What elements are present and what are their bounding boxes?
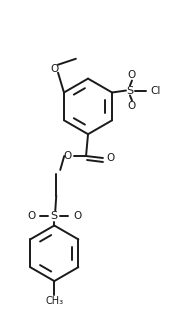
Text: O: O <box>50 64 58 74</box>
Text: Cl: Cl <box>151 85 161 95</box>
Text: S: S <box>51 211 58 220</box>
Text: O: O <box>128 101 136 111</box>
Text: O: O <box>27 211 36 220</box>
Text: O: O <box>107 153 115 163</box>
Text: O: O <box>128 70 136 80</box>
Text: O: O <box>73 211 81 220</box>
Text: O: O <box>63 151 71 161</box>
Text: S: S <box>126 85 134 95</box>
Text: CH₃: CH₃ <box>45 296 63 306</box>
